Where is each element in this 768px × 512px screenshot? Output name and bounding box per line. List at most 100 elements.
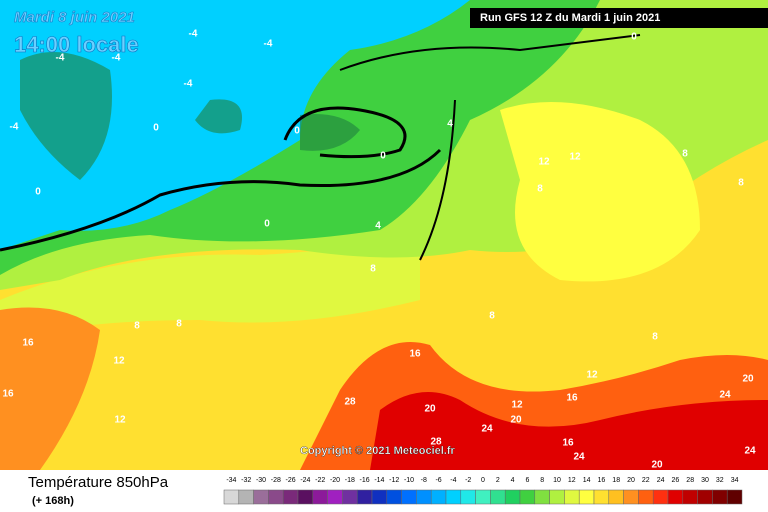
scale-swatch xyxy=(268,489,284,505)
contour-label: -4 xyxy=(56,53,65,64)
scale-label: 4 xyxy=(511,477,515,484)
scale-swatch xyxy=(223,489,240,505)
scale-swatch xyxy=(682,489,698,505)
scale-swatch xyxy=(475,489,491,505)
contour-label: 0 xyxy=(35,187,41,198)
scale-label: -18 xyxy=(345,477,355,484)
contour-label: 24 xyxy=(719,390,731,401)
scale-swatch xyxy=(593,489,610,505)
scale-label: -26 xyxy=(286,477,296,484)
scale-swatch xyxy=(490,489,506,505)
scale-swatch xyxy=(549,489,565,505)
legend-title: Température 850hPa xyxy=(28,474,169,491)
scale-swatch xyxy=(652,489,669,505)
scale-swatch xyxy=(608,489,624,505)
contour-label: 8 xyxy=(682,149,688,160)
contour-label: 16 xyxy=(2,389,14,400)
contour-label: 20 xyxy=(510,415,522,426)
scale-label: 30 xyxy=(701,477,709,484)
scale-swatch xyxy=(401,489,417,505)
scale-swatch xyxy=(578,489,595,505)
contour-label: 12 xyxy=(586,370,598,381)
scale-label: -32 xyxy=(241,477,251,484)
zone-20-west xyxy=(0,307,100,470)
contour-label: 8 xyxy=(537,184,543,195)
contour-label: -4 xyxy=(112,53,121,64)
scale-label: -10 xyxy=(404,477,414,484)
scale-swatch xyxy=(519,489,536,505)
contour-label: -4 xyxy=(189,29,198,40)
scale-label: -24 xyxy=(300,477,310,484)
color-scale: -34 -32 -30 -28 -26 -24 -22 -20 -18 -16 -14 -12 -10-… xyxy=(223,477,743,505)
contour-label: 0 xyxy=(153,123,159,134)
contour-label: 12 xyxy=(538,157,550,168)
scale-swatch xyxy=(342,489,358,505)
scale-swatch xyxy=(726,489,743,505)
zone-14 xyxy=(500,102,700,282)
contour-label: 12 xyxy=(511,400,523,411)
run-text: Run GFS 12 Z du Mardi 1 juin 2021 xyxy=(480,12,660,24)
contour-label: 24 xyxy=(744,446,756,457)
scale-label: 24 xyxy=(657,477,665,484)
contour-label: 8 xyxy=(134,321,140,332)
scale-label: 20 xyxy=(627,477,635,484)
scale-swatch xyxy=(504,489,521,505)
scale-label: -22 xyxy=(315,477,325,484)
copyright: Copyright © 2021 Meteociel.fr xyxy=(300,445,456,457)
forecast-time: 14:00 locale xyxy=(14,32,139,57)
scale-label: -12 xyxy=(389,477,399,484)
scale-swatch xyxy=(638,489,654,505)
scale-label: 14 xyxy=(583,477,591,484)
scale-label: -20 xyxy=(330,477,340,484)
scale-label: -4 xyxy=(450,477,456,484)
contour-label: 20 xyxy=(651,460,663,471)
contour-label: 20 xyxy=(742,374,754,385)
scale-swatch xyxy=(238,489,254,505)
scale-label: 32 xyxy=(716,477,724,484)
scale-label: -30 xyxy=(256,477,266,484)
contour-labels: -4 -4 -4 -4 -4 -4 0 0 0 0 0 0 4 4 8 8 8 8 8 8 8 8 12 12 12 12 12 12… xyxy=(2,29,756,471)
forecast-date: Mardi 8 juin 2021 xyxy=(14,9,135,26)
scale-swatch xyxy=(386,489,402,505)
scale-label: 28 xyxy=(686,477,694,484)
scale-swatch xyxy=(712,489,728,505)
scale-label: 0 xyxy=(481,477,485,484)
scale-swatch xyxy=(697,489,713,505)
contour-label: -4 xyxy=(184,79,193,90)
contour-label: 0 xyxy=(264,219,270,230)
contour-label: -4 xyxy=(10,122,19,133)
scale-swatch xyxy=(430,489,447,505)
contour-label: 8 xyxy=(738,178,744,189)
zone-26 xyxy=(370,392,768,470)
contour-label: 16 xyxy=(566,393,578,404)
scale-label: 10 xyxy=(553,477,561,484)
scale-label: -2 xyxy=(465,477,471,484)
contour-label: 24 xyxy=(481,424,493,435)
contour-label: 8 xyxy=(652,332,658,343)
contour-label: 8 xyxy=(370,264,376,275)
scale-swatch xyxy=(312,489,328,505)
scale-label: 16 xyxy=(598,477,606,484)
scale-label: -16 xyxy=(360,477,370,484)
scale-swatch xyxy=(253,489,269,505)
scale-label: 22 xyxy=(642,477,650,484)
scale-label: -6 xyxy=(435,477,441,484)
scale-label: -14 xyxy=(374,477,384,484)
scale-label: 12 xyxy=(568,477,576,484)
scale-swatch xyxy=(460,489,476,505)
scale-swatch xyxy=(297,489,314,505)
contour-label: 12 xyxy=(569,152,581,163)
contour-label: 8 xyxy=(489,311,495,322)
contour-label: 0 xyxy=(380,151,386,162)
contour-label: 12 xyxy=(114,415,126,426)
contour-label: 16 xyxy=(22,338,34,349)
contour-label: 0 xyxy=(294,126,300,137)
scale-swatch xyxy=(356,489,373,505)
contour-line xyxy=(339,34,641,261)
legend-lead: (+ 168h) xyxy=(32,495,74,507)
contour-label: 4 xyxy=(447,119,453,130)
scale-label: 8 xyxy=(540,477,544,484)
scale-label: -8 xyxy=(421,477,427,484)
